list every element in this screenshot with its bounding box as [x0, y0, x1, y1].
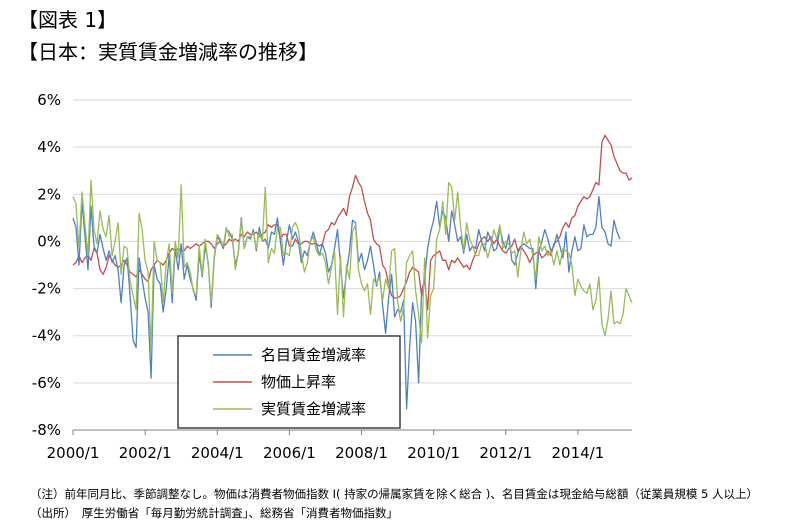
y-tick-label: 0%: [37, 232, 61, 250]
y-axis-ticks: 6% 4% 2% 0% -2% -4% -6% -8%: [32, 91, 61, 439]
x-axis-ticks: 2000/1 2002/1 2004/1 2006/1 2008/1 2010/1 2012…: [47, 430, 605, 462]
legend-label-price-inflation: 物価上昇率: [261, 373, 336, 391]
y-tick-label: -2%: [32, 280, 61, 298]
y-tick-label: 2%: [37, 185, 61, 203]
chart-title: 【日本：実質賃金増減率の推移】: [18, 40, 318, 64]
x-tick-label: 2014/1: [552, 444, 605, 462]
series-lines: [72, 134, 633, 410]
legend-label-nominal-wage: 名目賃金増減率: [261, 346, 366, 364]
x-tick-label: 2006/1: [263, 444, 316, 462]
line-chart: 6%4%2%0%-2%-4%-6%-8% 2000/1 2002/1 2004/1 2…: [32, 91, 633, 462]
y-tick-label: -8%: [32, 421, 61, 439]
legend-item-price-inflation: 物価上昇率: [213, 373, 336, 391]
y-tick-label: 4%: [37, 138, 61, 156]
x-tick-label: 2012/1: [479, 444, 532, 462]
figure-label: 【図表 1】: [18, 8, 118, 32]
x-tick-label: 2008/1: [335, 444, 388, 462]
legend-item-nominal-wage: 名目賃金増減率: [213, 346, 366, 364]
legend-item-real-wage: 実質賃金増減率: [213, 400, 366, 418]
y-tick-label: -6%: [32, 374, 61, 392]
x-tick-label: 2002/1: [119, 444, 172, 462]
legend-label-real-wage: 実質賃金増減率: [261, 400, 366, 418]
y-tick-label: 6%: [37, 91, 61, 109]
x-tick-label: 2000/1: [47, 444, 100, 462]
footnote-source: （出所） 厚生労働省「毎月勤労統計調査」、総務省「消費者物価指数」: [30, 506, 398, 520]
y-tick-label: -4%: [32, 327, 61, 345]
series-line-real-wage: [72, 179, 633, 353]
x-tick-label: 2010/1: [407, 444, 460, 462]
footnote-note: （注）前年同月比、季節調整なし。物価は消費者物価指数 I( 持家の帰属家賃を除く…: [30, 487, 758, 501]
legend: 名目賃金増減率 物価上昇率 実質賃金増減率: [177, 335, 401, 429]
x-tick-label: 2004/1: [191, 444, 244, 462]
